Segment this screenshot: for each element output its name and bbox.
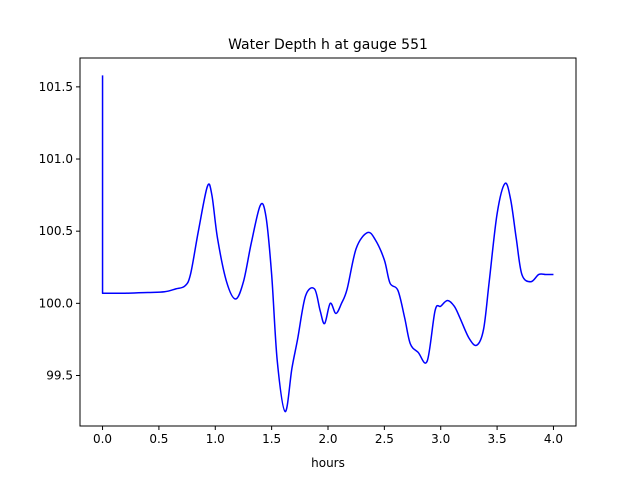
series-line bbox=[101, 75, 554, 413]
x-tick-label: 3.5 bbox=[488, 432, 507, 446]
plot-frame bbox=[79, 57, 577, 427]
x-tick-label: 0.0 bbox=[93, 432, 112, 446]
y-tick-label: 101.0 bbox=[39, 152, 73, 166]
y-tick-label: 100.5 bbox=[39, 224, 73, 238]
x-axis-label: hours bbox=[311, 456, 345, 470]
plot-area: 0.0 0.5 1.0 1.5 2.0 2.5 3.0 3.5 4.0 99.5 100.0 100.… bbox=[39, 75, 563, 446]
x-tick-label: 0.5 bbox=[149, 432, 168, 446]
y-tick-label: 99.5 bbox=[46, 368, 73, 382]
x-tick-label: 2.5 bbox=[375, 432, 394, 446]
x-tick-label: 1.0 bbox=[206, 432, 225, 446]
x-tick-label: 2.0 bbox=[318, 432, 337, 446]
y-tick-label: 100.0 bbox=[39, 296, 73, 310]
y-tick-label: 101.5 bbox=[39, 80, 73, 94]
x-tick-label: 3.0 bbox=[431, 432, 450, 446]
chart-title: Water Depth h at gauge 551 bbox=[228, 37, 428, 53]
x-tick-label: 1.5 bbox=[262, 432, 281, 446]
x-tick-label: 4.0 bbox=[544, 432, 563, 446]
